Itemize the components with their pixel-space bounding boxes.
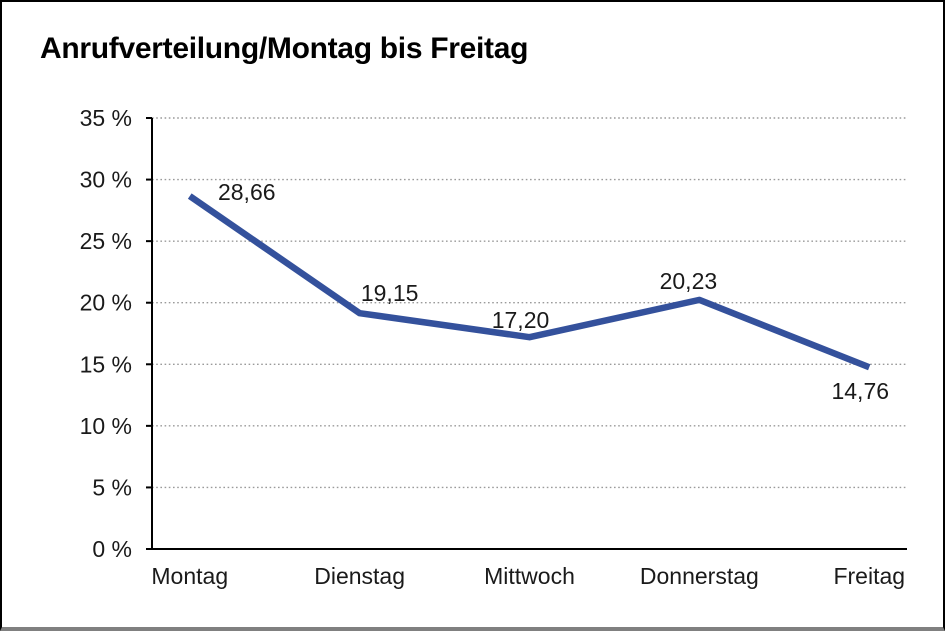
y-tick-label: 30 %: [80, 167, 132, 193]
x-tick-label: Dienstag: [314, 563, 405, 589]
y-tick-label: 10 %: [80, 413, 132, 439]
data-point-label: 28,66: [218, 179, 276, 205]
chart-title: Anrufverteilung/Montag bis Freitag: [40, 32, 529, 65]
data-point-label: 17,20: [492, 307, 550, 333]
data-point-label: 19,15: [361, 280, 419, 306]
y-tick-label: 35 %: [80, 105, 132, 131]
y-tick-label: 0 %: [92, 536, 132, 562]
x-tick-label: Freitag: [833, 563, 905, 589]
y-tick-label: 15 %: [80, 351, 132, 377]
x-tick-label: Mittwoch: [484, 563, 575, 589]
x-tick-label: Donnerstag: [640, 563, 759, 589]
data-point-label: 20,23: [660, 268, 718, 294]
data-point-label: 14,76: [831, 378, 889, 404]
data-series-line: [187, 193, 871, 371]
x-tick-label: Montag: [151, 563, 228, 589]
y-tick-label: 20 %: [80, 290, 132, 316]
y-tick-label: 5 %: [92, 474, 132, 500]
y-tick-label: 25 %: [80, 228, 132, 254]
